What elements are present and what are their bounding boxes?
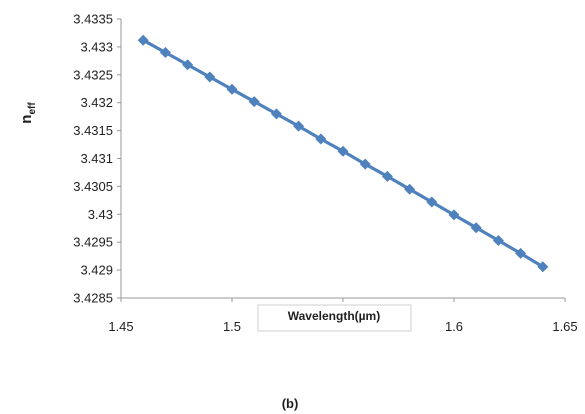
data-point [448,209,460,221]
data-point [537,261,549,273]
data-point [182,59,194,71]
y-tick-label: 3.4285 [73,291,113,306]
series-layer [137,34,549,273]
y-tick-label: 3.4315 [73,123,113,138]
x-axis-title-box [257,304,412,332]
y-tick-label: 3.433 [80,39,113,54]
y-tick-label: 3.4305 [73,179,113,194]
data-point [359,158,371,170]
x-axis-title: Wavelength(µm) [288,309,380,323]
y-tick-label: 3.43 [88,207,113,222]
y-tick-label: 3.4335 [73,12,113,27]
y-axis-title: neff [18,102,38,124]
y-tick-label: 3.4295 [73,235,113,250]
y-tick-label: 3.431 [80,151,113,166]
data-point [492,235,504,247]
y-tick-label: 3.432 [80,95,113,110]
x-tick-label: 1.65 [552,319,577,334]
y-axis-ticks: 3.4285 3.429 3.4295 3.43 3.4305 3.431 3.4315 3.… [73,12,121,306]
data-point [315,133,327,145]
data-point [426,196,438,208]
data-point [470,222,482,234]
data-point [270,108,282,120]
x-tick-label: 1.5 [223,319,241,334]
data-point [248,96,260,108]
data-point [226,83,238,95]
data-point [204,71,216,83]
data-point [137,34,149,46]
y-tick-label: 3.4325 [73,67,113,82]
data-point [293,120,305,132]
x-tick-label: 1.6 [445,319,463,334]
y-tick-label: 3.429 [80,263,113,278]
figure-caption: (b) [282,396,299,411]
data-point [381,170,393,182]
data-point [159,46,171,58]
data-point [404,183,416,195]
data-point [337,145,349,157]
data-point [515,247,527,259]
x-tick-label: 1.45 [108,319,133,334]
y-axis-title-subscript: eff [27,102,38,115]
